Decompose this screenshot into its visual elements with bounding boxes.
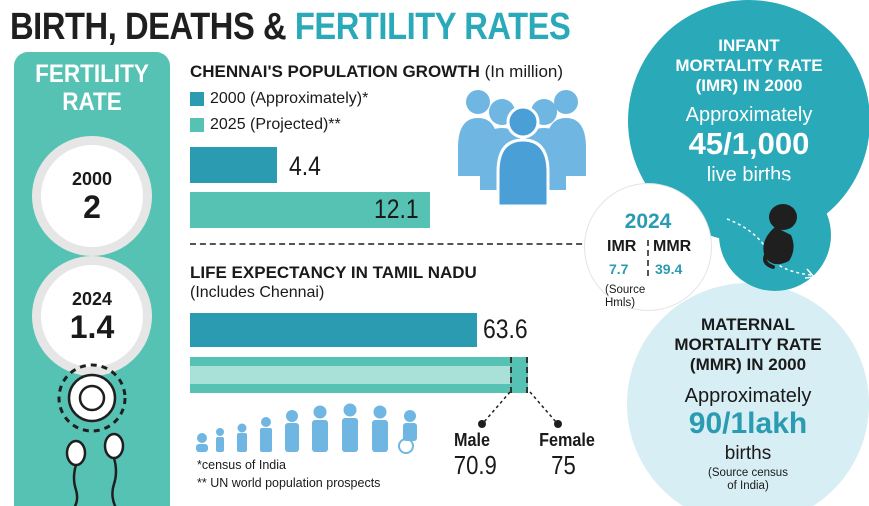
legend-swatch (190, 92, 204, 106)
bar-value-label: 63.6 (483, 314, 528, 344)
fertility-panel: FERTILITY RATE 2000 2 2024 1.4 (14, 52, 170, 506)
bar-value-label: 4.4 (289, 151, 321, 181)
legend-label: 2000 (Approximately)* (210, 90, 369, 107)
fertility-2000-ring: 2000 2 (32, 136, 152, 256)
stats-2024-mmr-value: 39.4 (655, 261, 683, 277)
population-title-text: CHENNAI'S POPULATION GROWTH (190, 62, 480, 81)
stats-2024-source-line: (Source (605, 284, 646, 296)
bar-population-2000 (190, 147, 277, 183)
stats-2024-year: 2024 (624, 210, 672, 233)
population-unit: (In million) (484, 62, 564, 81)
pointer-lines (478, 391, 562, 428)
stats-2024-imr-value: 7.7 (609, 261, 629, 277)
legend-item-2025: 2025 (Projected)** (190, 116, 341, 134)
mmr-heading-line: MORTALITY RATE (674, 335, 822, 354)
fetus-circle (719, 179, 831, 291)
mmr-unit: births (724, 443, 772, 464)
people-group-icon (458, 90, 586, 206)
mmr-source-line: (Source census (708, 467, 788, 479)
male-label: Male (454, 430, 491, 450)
population-title: CHENNAI'S POPULATION GROWTH (In million) (190, 62, 563, 82)
legend-item-2000: 2000 (Approximately)* (190, 90, 368, 108)
fertility-year: 2000 (71, 169, 113, 189)
stats-2024-mmr-label: MMR (653, 238, 692, 255)
bar-population-2025 (190, 192, 430, 228)
footnote-2: ** UN world population prospects (197, 476, 381, 490)
fertility-2024-ring: 2024 1.4 (32, 256, 152, 376)
stats-2024-source-line: Hmls) (605, 297, 636, 309)
mmr-heading-line: (MMR) IN 2000 (689, 355, 807, 374)
stats-2024-circle: 2024 IMR MMR 7.7 39.4 (Source Hmls) (585, 184, 711, 310)
mmr-approx: Approximately (684, 385, 812, 407)
fertility-title: FERTILITY RATE (22, 60, 162, 116)
mmr-value: 90/1lakh (688, 407, 808, 440)
mmr-source-line: of India) (727, 480, 769, 492)
life-stages-icon (196, 403, 417, 454)
life-expectancy-subtitle: (Includes Chennai) (190, 284, 325, 301)
imr-heading-line: MORTALITY RATE (675, 56, 823, 75)
bar-life-expectancy-male (190, 366, 510, 384)
female-label: Female (539, 430, 595, 450)
life-expectancy-title: LIFE EXPECTANCY IN TAMIL NADU (190, 263, 477, 282)
fertility-value: 2 (83, 189, 101, 225)
mmr-circle: MATERNAL MORTALITY RATE (MMR) IN 2000 Ap… (627, 283, 869, 506)
title-part-2: FERTILITY RATES (294, 6, 571, 48)
fertility-value: 1.4 (69, 309, 115, 345)
imr-value: 45/1,000 (688, 126, 810, 161)
stats-2024-divider (647, 240, 649, 276)
fertility-year: 2024 (71, 289, 113, 309)
female-value: 75 (551, 450, 576, 480)
mmr-source: (Source census of India) (627, 467, 869, 493)
fetus-icon (726, 204, 816, 279)
stats-2024-imr-label: IMR (607, 238, 637, 255)
male-female-range-marker (510, 357, 528, 393)
legend-label: 2025 (Projected)** (210, 116, 341, 133)
bar-value-label: 12.1 (374, 194, 419, 224)
imr-heading-line: INFANT (718, 36, 780, 55)
mmr-heading-line: MATERNAL (700, 315, 796, 334)
mmr-heading: MATERNAL MORTALITY RATE (MMR) IN 2000 (627, 315, 869, 375)
male-value: 70.9 (453, 450, 497, 480)
fertility-title-line1: FERTILITY (35, 60, 149, 88)
legend-swatch (190, 118, 204, 132)
footnote-1: *census of India (197, 458, 286, 472)
stats-2024-source: (Source Hmls) (605, 284, 645, 310)
section-divider (190, 243, 592, 245)
imr-heading-line: (IMR) IN 2000 (695, 76, 803, 95)
page-title: BIRTH, DEATHS & FERTILITY RATES (10, 6, 571, 49)
title-part-1: BIRTH, DEATHS & (10, 6, 295, 48)
imr-heading: INFANT MORTALITY RATE (IMR) IN 2000 (628, 36, 869, 96)
egg-sperm-icon (57, 363, 127, 506)
imr-approx: Approximately (685, 104, 813, 126)
bar-life-expectancy-overall (190, 313, 477, 347)
fertility-title-line2: RATE (62, 88, 122, 116)
